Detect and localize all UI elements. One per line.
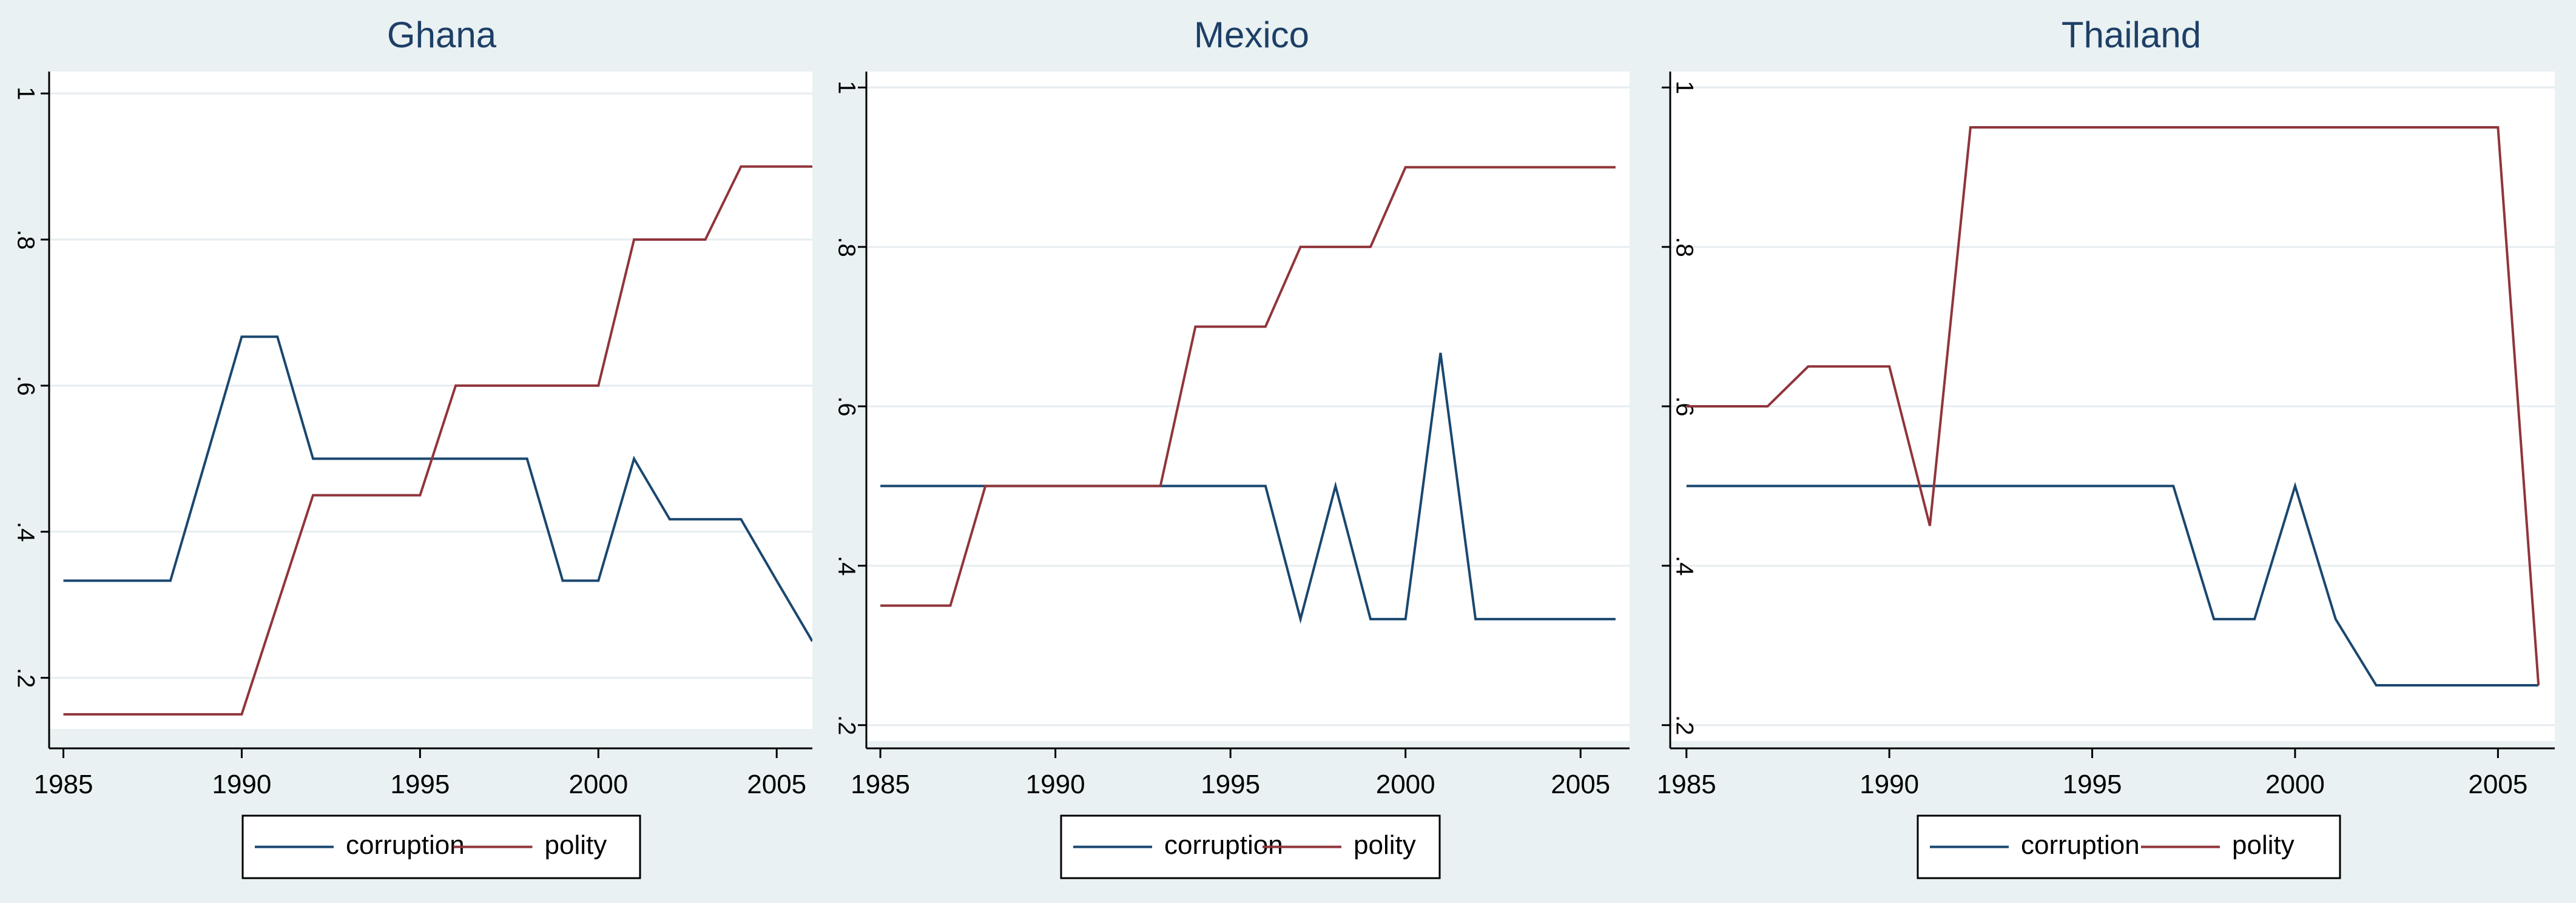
x-tick-label: 1985	[34, 770, 93, 799]
legend-label-corruption: corruption	[1164, 830, 1283, 860]
legend: corruption polity	[1917, 814, 2341, 879]
y-tick-label: .4	[833, 556, 860, 576]
legend: corruption polity	[241, 814, 641, 879]
legend: corruption polity	[1060, 814, 1441, 879]
series-line-polity	[880, 166, 1616, 607]
series-line-polity	[63, 165, 812, 716]
plot-area	[49, 72, 812, 729]
y-tick-label: .2	[1671, 715, 1698, 735]
x-tick-label: 1995	[1201, 770, 1260, 799]
y-tick-label: .8	[1671, 237, 1698, 257]
y-tick-label: .4	[12, 522, 39, 542]
x-tick-label: 2005	[747, 770, 806, 799]
legend-label-corruption: corruption	[346, 830, 465, 860]
x-tick-label: 1990	[1026, 770, 1085, 799]
y-tick-label: 1	[833, 81, 860, 94]
x-tick-label: 1995	[390, 770, 450, 799]
x-tick-label: 2000	[1376, 770, 1435, 799]
y-tick-label: 1	[1671, 81, 1698, 94]
y-tick-label: 1	[12, 87, 39, 100]
x-tick-label: 1985	[851, 770, 910, 799]
panel-title: Mexico	[1194, 15, 1309, 55]
x-tick-label: 2000	[2265, 770, 2325, 799]
panel-title: Thailand	[2062, 15, 2201, 55]
legend-label-corruption: corruption	[2021, 830, 2140, 860]
panel-mexico: .2 .4 .6 .8 1 1985 1990 1995 2000 2005 Mexico corru…	[833, 15, 1630, 879]
y-tick-label: .6	[833, 396, 860, 416]
y-tick-label: .2	[12, 668, 39, 688]
panel-title: Ghana	[387, 15, 497, 55]
x-tick-label: 2000	[568, 770, 628, 799]
panel-ghana: .2 .4 .6 .8 1 1985 1990 1995 2000 2005 Ghana corrup…	[12, 15, 812, 879]
x-tick-label: 1990	[1860, 770, 1919, 799]
x-tick-label: 2005	[1551, 770, 1610, 799]
legend-label-polity: polity	[2232, 830, 2294, 860]
y-tick-label: .8	[12, 229, 39, 249]
y-tick-label: .4	[1671, 556, 1698, 576]
series-line-corruption	[63, 335, 812, 642]
y-tick-label: .8	[833, 237, 860, 257]
x-tick-label: 1985	[1657, 770, 1716, 799]
legend-label-polity: polity	[1354, 830, 1416, 860]
series-line-corruption	[1686, 482, 2539, 686]
series-line-polity	[1686, 126, 2540, 686]
x-tick-label: 2005	[2468, 770, 2527, 799]
legend-label-polity: polity	[545, 830, 607, 860]
y-tick-label: .2	[833, 715, 860, 735]
x-tick-label: 1995	[2063, 770, 2122, 799]
x-tick-label: 1990	[212, 770, 271, 799]
y-tick-label: .6	[12, 375, 39, 395]
